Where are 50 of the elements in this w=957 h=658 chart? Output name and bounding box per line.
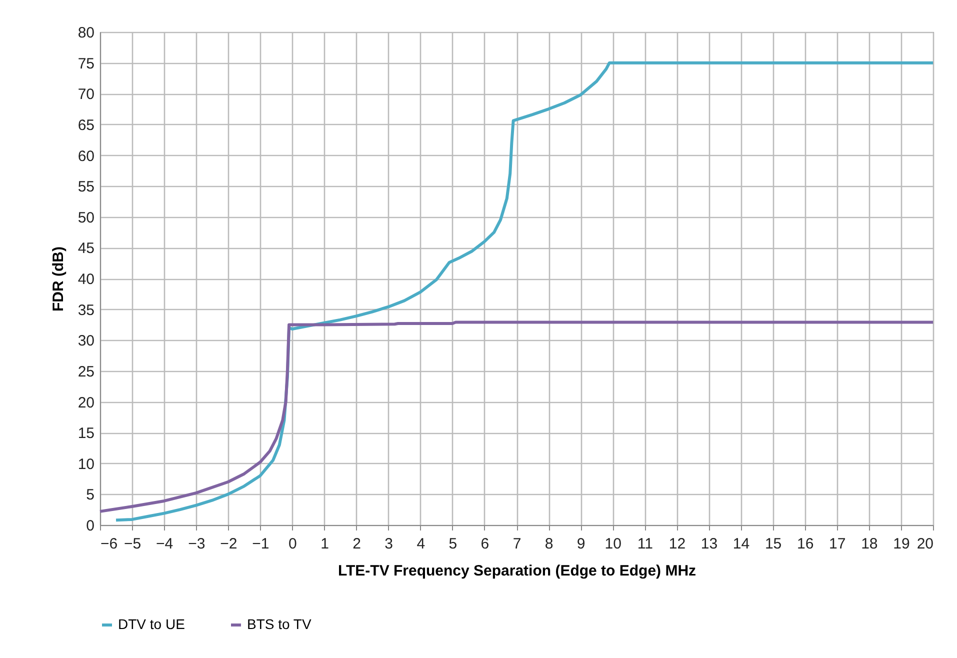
x-tick-label: 5 bbox=[448, 536, 458, 552]
y-tick-label: 40 bbox=[78, 271, 94, 288]
y-tick-label: 15 bbox=[78, 425, 94, 442]
y-tick-label: 55 bbox=[78, 178, 94, 196]
x-tick-label: 6 bbox=[480, 536, 490, 552]
y-tick-label: 35 bbox=[78, 302, 94, 319]
x-tick-label: 4 bbox=[416, 536, 426, 552]
y-axis-title: FDR (dB) bbox=[50, 246, 67, 312]
y-tick-label: 70 bbox=[78, 86, 94, 104]
y-tick-label: 80 bbox=[78, 24, 94, 42]
legend-label: DTV to UE bbox=[118, 616, 185, 632]
line-series bbox=[98, 320, 934, 513]
legend-label: BTS to TV bbox=[247, 616, 312, 632]
x-tick-label: 12 bbox=[668, 536, 686, 552]
x-tick-label: 9 bbox=[576, 536, 586, 552]
y-tick-label: 45 bbox=[78, 240, 94, 258]
x-tick-label: 8 bbox=[544, 536, 554, 552]
x-tick-label: 3 bbox=[384, 536, 394, 552]
x-tick-label: 2 bbox=[352, 536, 361, 552]
x-tick-label: 17 bbox=[829, 536, 846, 552]
x-tick-label: 20 bbox=[916, 536, 934, 552]
x-tick-label: 16 bbox=[797, 536, 814, 552]
x-tick-label: 15 bbox=[764, 536, 782, 552]
line-series bbox=[114, 61, 934, 522]
x-tick-label: 19 bbox=[893, 536, 910, 552]
x-tick-label: −1 bbox=[252, 536, 270, 552]
x-tick-label: 18 bbox=[861, 536, 878, 552]
x-tick-label: −4 bbox=[156, 536, 174, 552]
x-tick-label: 1 bbox=[320, 536, 329, 552]
x-axis-title: LTE-TV Frequency Separation (Edge to Edge) MHz bbox=[338, 562, 696, 580]
y-tick-label: 5 bbox=[86, 486, 94, 504]
y-tick-label: 65 bbox=[78, 116, 94, 134]
y-tick-label: 25 bbox=[78, 363, 94, 380]
y-tick-label: 75 bbox=[78, 55, 94, 72]
y-tick-label: 60 bbox=[78, 148, 94, 165]
x-tick-label: −6 bbox=[100, 536, 118, 552]
x-tick-label: 10 bbox=[604, 536, 622, 552]
x-tick-label: 7 bbox=[512, 536, 522, 552]
x-tick-label: −3 bbox=[188, 536, 206, 552]
x-tick-label: 14 bbox=[732, 536, 750, 552]
x-tick-label: −2 bbox=[220, 536, 238, 552]
y-tick-label: 50 bbox=[78, 209, 94, 226]
y-tick-label: 20 bbox=[78, 394, 94, 412]
y-tick-label: 30 bbox=[78, 332, 94, 350]
x-tick-label: 0 bbox=[288, 536, 297, 552]
x-tick-label: 11 bbox=[637, 536, 653, 552]
y-tick-label: 0 bbox=[86, 518, 94, 534]
y-tick-label: 10 bbox=[78, 456, 94, 473]
x-tick-label: −5 bbox=[124, 536, 142, 552]
x-tick-label: 13 bbox=[700, 536, 718, 552]
